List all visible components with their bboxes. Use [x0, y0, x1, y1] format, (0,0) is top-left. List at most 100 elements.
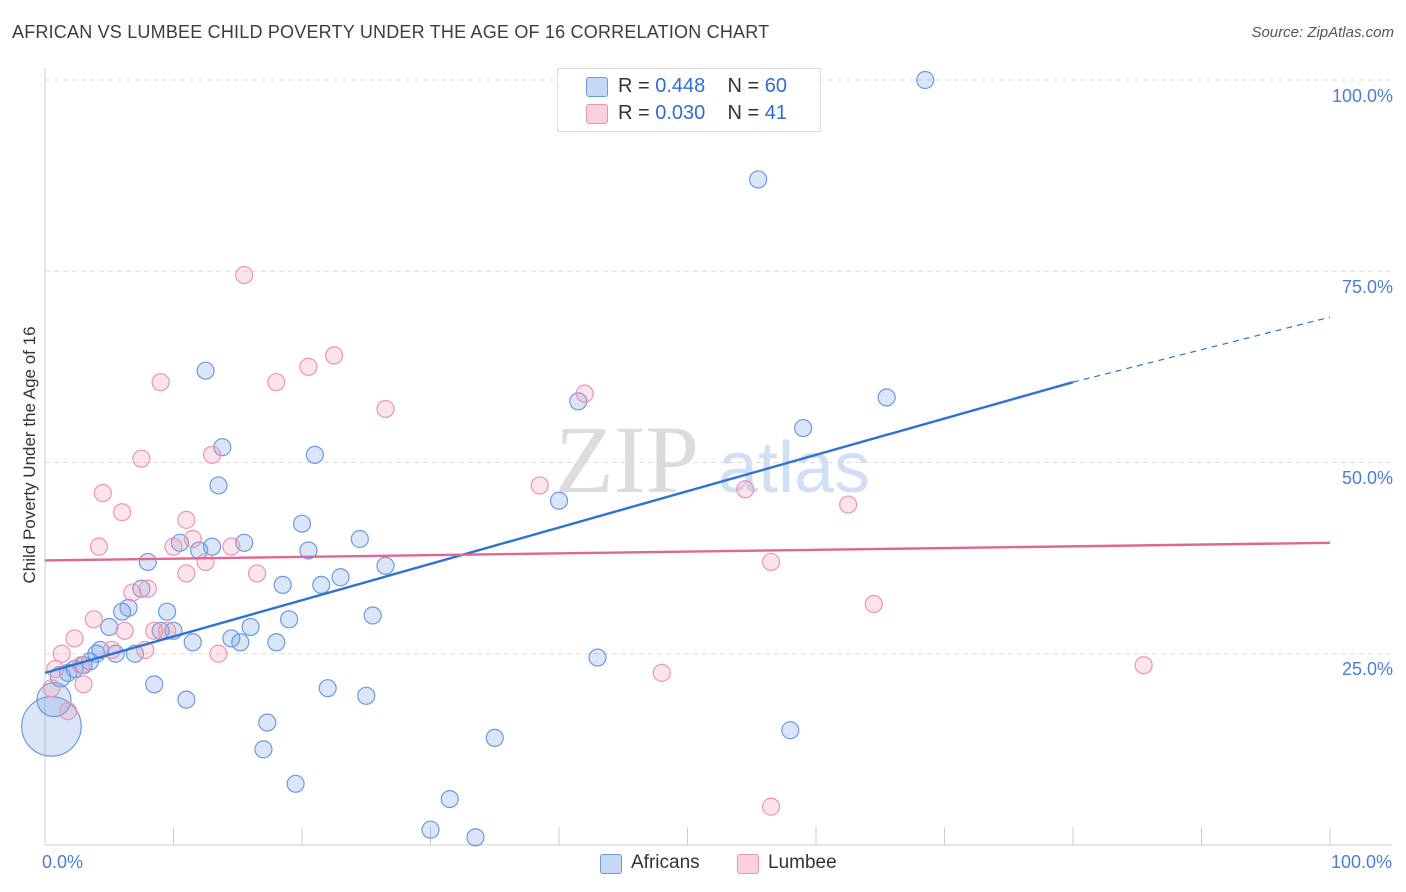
africans-point-46	[363, 606, 382, 625]
lumbee-point-41	[864, 594, 883, 614]
africans-swatch	[586, 77, 608, 97]
africans-point-1	[36, 682, 72, 718]
lumbee-point-14	[132, 449, 151, 468]
lumbee-point-13	[123, 583, 142, 602]
africans-point-47	[376, 556, 395, 575]
y-tick-label-75: 75.0%	[1341, 277, 1393, 297]
africans-trend-line	[44, 381, 1074, 675]
africans-point-29	[231, 633, 250, 652]
lumbee-point-34	[530, 476, 549, 495]
africans-point-42	[318, 679, 337, 698]
lumbee-point-29	[247, 564, 267, 583]
lumbee-point-36	[652, 663, 671, 682]
lumbee-swatch	[586, 104, 608, 124]
lumbee-trend-line	[44, 541, 1331, 562]
africans-point-25	[202, 537, 222, 556]
africans-point-58	[877, 388, 896, 407]
africans-point-21	[177, 690, 196, 709]
lumbee-point-21	[177, 510, 196, 529]
africans-point-27	[213, 438, 232, 457]
africans-point-56	[781, 721, 800, 740]
y-tick-label-25: 25.0%	[1341, 659, 1393, 679]
lumbee-point-18	[151, 373, 170, 392]
lumbee-point-32	[325, 346, 344, 365]
y-tick-label-50: 50.0%	[1341, 468, 1393, 488]
lumbee-point-20	[164, 537, 183, 556]
africans-point-48	[421, 820, 440, 839]
africans-point-40	[305, 445, 324, 464]
africans-point-44	[350, 529, 369, 549]
lumbee-point-31	[299, 357, 318, 376]
bottom-africans-label: Africans	[631, 852, 700, 873]
x-tick-label-max: 100.0%	[1330, 852, 1392, 872]
africans-r-value: 0.448	[655, 75, 706, 97]
lumbee-point-27	[222, 537, 241, 556]
africans-point-22	[183, 633, 202, 652]
africans-point-32	[254, 740, 273, 759]
lumbee-point-26	[209, 644, 228, 663]
africans-point-41	[312, 575, 331, 595]
lumbee-point-17	[145, 621, 164, 640]
africans-point-37	[286, 774, 305, 793]
lumbee-point-24	[196, 552, 215, 572]
africans-point-33	[258, 713, 277, 732]
stats-legend: R = 0.448 N = 60 R = 0.030 N = 41	[557, 68, 821, 132]
africans-point-12	[119, 598, 138, 617]
lumbee-point-9	[93, 484, 112, 503]
africans-n-value: 60	[764, 75, 788, 97]
lumbee-point-42	[1134, 656, 1153, 675]
africans-point-52	[549, 491, 569, 510]
africans-point-14	[132, 579, 151, 598]
lumbee-r-label: R =	[618, 102, 650, 124]
lumbee-point-16	[138, 579, 157, 598]
lumbee-point-30	[267, 373, 286, 392]
africans-point-45	[357, 686, 376, 705]
source-label: Source: ZipAtlas.com	[1251, 24, 1394, 41]
africans-point-54	[588, 648, 607, 667]
lumbee-point-23	[183, 529, 202, 549]
lumbee-n-label: N =	[727, 102, 760, 124]
lumbee-point-4	[65, 629, 84, 648]
lumbee-point-40	[839, 495, 858, 514]
africans-point-39	[299, 541, 318, 560]
lumbee-point-6	[74, 675, 93, 694]
x-tick-label-min: 0.0%	[42, 852, 84, 872]
bottom-lumbee-label: Lumbee	[768, 852, 837, 873]
lumbee-r-value: 0.030	[655, 102, 706, 124]
africans-point-38	[292, 514, 312, 533]
africans-point-15	[138, 552, 157, 572]
watermark-zip: ZIP	[555, 406, 699, 513]
africans-point-26	[209, 476, 228, 495]
africans-point-50	[466, 828, 485, 847]
africans-point-35	[273, 575, 292, 595]
chart-title: AFRICAN VS LUMBEE CHILD POVERTY UNDER TH…	[12, 22, 770, 42]
africans-point-34	[267, 633, 286, 652]
lumbee-point-35	[575, 384, 594, 403]
lumbee-point-3	[59, 702, 78, 721]
africans-point-55	[749, 170, 768, 189]
africans-point-18	[157, 602, 177, 621]
africans-point-9	[100, 617, 119, 637]
lumbee-n-value: 41	[764, 102, 788, 124]
lumbee-point-11	[112, 503, 132, 522]
lumbee-point-7	[84, 610, 103, 629]
lumbee-point-2	[52, 644, 71, 663]
bottom-africans-swatch	[600, 854, 622, 874]
africans-point-49	[440, 789, 459, 809]
africans-n-label: N =	[727, 75, 760, 97]
africans-trend-extension	[1072, 316, 1331, 383]
lumbee-point-33	[376, 399, 395, 419]
lumbee-point-39	[761, 552, 781, 572]
lumbee-point-0	[42, 679, 61, 698]
watermark-atlas: atlas	[718, 428, 870, 508]
africans-point-31	[241, 617, 260, 637]
y-tick-label-100: 100.0%	[1331, 86, 1393, 106]
lumbee-point-25	[202, 445, 222, 464]
lumbee-point-8	[89, 537, 109, 556]
lumbee-point-38	[761, 797, 781, 816]
lumbee-point-12	[115, 621, 134, 640]
lumbee-point-22	[177, 564, 196, 583]
africans-point-16	[145, 675, 164, 694]
africans-point-28	[222, 629, 241, 648]
